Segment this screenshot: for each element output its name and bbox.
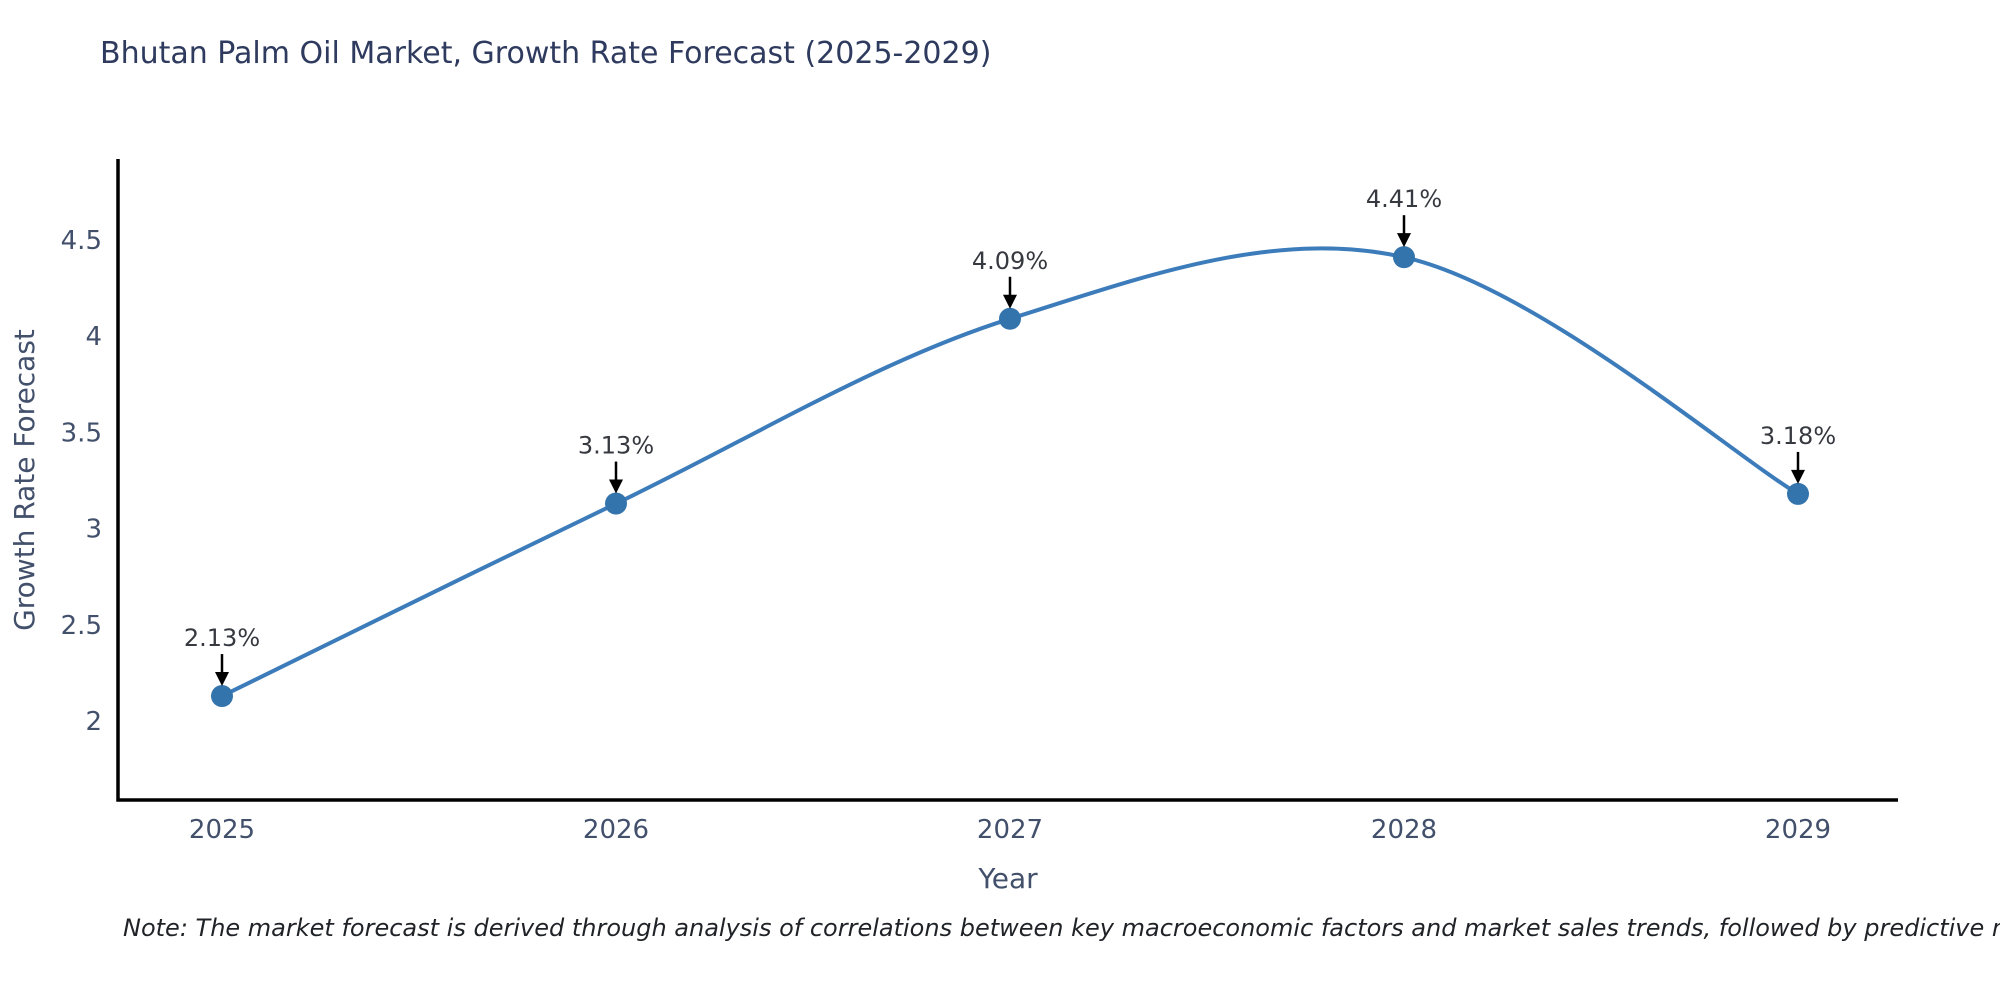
x-axis-title: Year xyxy=(977,862,1038,895)
annotation-arrow-head xyxy=(215,672,229,687)
data-point-marker xyxy=(1393,246,1415,269)
data-point-marker xyxy=(211,685,233,708)
annotation-label: 2.13% xyxy=(184,624,260,652)
annotation-arrow-head xyxy=(1397,233,1411,248)
x-tick-label: 2027 xyxy=(977,815,1043,845)
annotation-label: 3.13% xyxy=(578,432,654,460)
y-tick-label: 2.5 xyxy=(61,611,102,641)
y-tick-label: 4.5 xyxy=(61,226,102,256)
annotation-arrow-head xyxy=(609,479,623,494)
data-point-marker xyxy=(605,492,627,515)
footnote: Note: The market forecast is derived thr… xyxy=(123,914,2000,942)
y-tick-label: 3 xyxy=(85,515,102,545)
x-tick-label: 2026 xyxy=(583,815,649,845)
y-axis-title: Growth Rate Forecast xyxy=(8,329,41,631)
annotation-label: 4.09% xyxy=(972,247,1048,275)
y-tick-label: 4 xyxy=(85,322,102,352)
x-tick-label: 2029 xyxy=(1765,815,1831,845)
y-tick-label: 3.5 xyxy=(61,418,102,448)
chart-title: Bhutan Palm Oil Market, Growth Rate Fore… xyxy=(100,36,992,71)
plot-area: 2 2.5 3 3.5 4 4.5 2025 2026 2027 2028 2029 2.13% 3.1… xyxy=(61,159,1898,845)
x-tick-label: 2025 xyxy=(189,815,255,845)
annotation-arrow-head xyxy=(1791,469,1805,484)
annotation-label: 3.18% xyxy=(1760,422,1836,450)
axis-lines xyxy=(116,159,1898,802)
data-point-marker xyxy=(1787,482,1809,505)
y-tick-label: 2 xyxy=(85,707,102,737)
annotation-label: 4.41% xyxy=(1366,185,1442,213)
x-tick-label: 2028 xyxy=(1371,815,1437,845)
annotation-arrow-head xyxy=(1003,294,1017,309)
data-point-marker xyxy=(999,307,1021,330)
